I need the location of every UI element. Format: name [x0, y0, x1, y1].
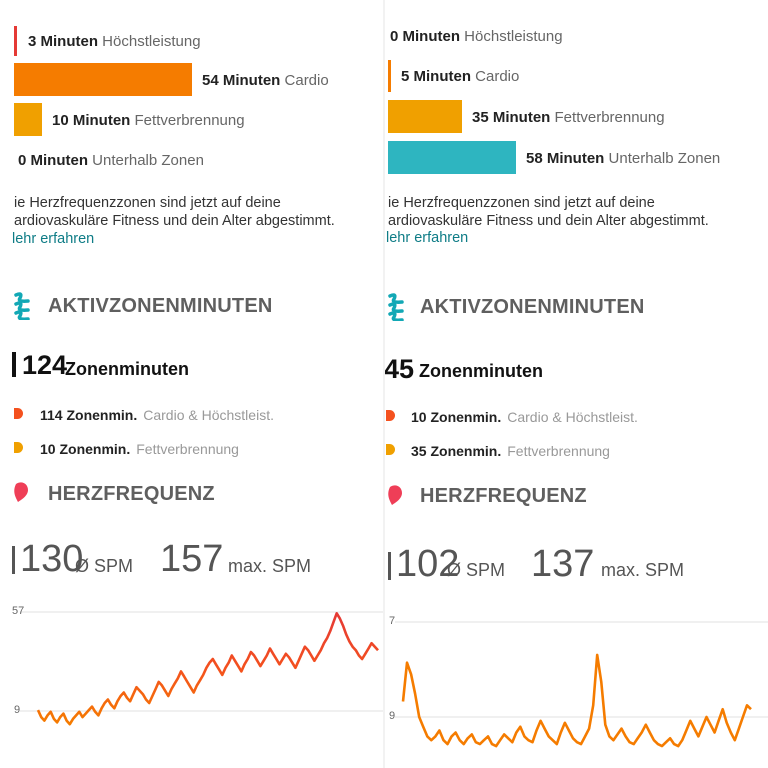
azm-total-label: Zonenminuten — [419, 361, 543, 381]
heart-rate-section-title: HERZFREQUENZ — [420, 485, 587, 507]
zones-note-line2: ardiovaskuläre Fitness und dein Alter ab… — [388, 213, 709, 229]
zones-note-line1: ie Herzfrequenzzonen sind jetzt auf dein… — [14, 195, 281, 211]
zone-row-cardio: 54 Minuten Cardio — [202, 72, 329, 89]
zone-row-peak: 0 Minuten Höchstleistung — [390, 28, 563, 45]
zone-value: 54 Minuten — [202, 72, 281, 89]
cardio-peak-dot-icon — [14, 408, 23, 419]
zone-bar-peak — [14, 26, 17, 56]
avg-cropped-digit — [12, 546, 15, 574]
zone-bar-fat-burn — [388, 100, 462, 133]
hr-avg-value: 130 — [20, 538, 84, 580]
azm-row-name: Cardio & Höchstleist. — [143, 407, 274, 423]
zone-name: Cardio — [475, 68, 520, 85]
cardio-peak-dot-icon — [386, 410, 395, 421]
azm-row-cardio: 114 Zonenmin. Cardio & Höchstleist. — [40, 407, 274, 423]
azm-row-value: 35 Zonenmin. — [411, 443, 502, 459]
hr-max-value: 157 — [160, 538, 224, 580]
learn-more-link[interactable]: lehr erfahren — [12, 231, 95, 247]
chart-tick-top: 57 — [12, 605, 25, 617]
zone-name: Unterhalb Zonen — [92, 152, 204, 169]
zone-row-fat-burn: 10 Minuten Fettverbrennung — [52, 112, 245, 129]
active-zone-minutes-icon — [14, 292, 30, 320]
azm-row-name: Fettverbrennung — [507, 443, 610, 459]
azm-row-fat-burn: 35 Zonenmin. Fettverbrennung — [411, 443, 610, 459]
zone-name: Fettverbrennung — [554, 109, 665, 126]
fat-burn-dot-icon — [386, 444, 395, 455]
chart-tick-bottom: 9 — [389, 710, 396, 722]
zone-name: Fettverbrennung — [134, 112, 245, 129]
zone-name: Unterhalb Zonen — [608, 150, 721, 167]
zone-bar-cardio — [14, 63, 192, 96]
hr-avg-value: 102 — [396, 543, 460, 585]
hr-max-unit: max. SPM — [601, 560, 685, 580]
zone-bar-cardio — [388, 60, 391, 92]
hr-max-value: 137 — [531, 543, 595, 585]
zone-row-peak: 3 Minuten Höchstleistung — [28, 33, 201, 50]
heart-rate-chart — [395, 621, 768, 748]
heart-icon — [388, 485, 402, 505]
azm-row-value: 10 Zonenmin. — [40, 441, 131, 457]
zone-name: Höchstleistung — [464, 28, 563, 45]
heart-rate-line — [36, 612, 379, 726]
zone-bar-below — [388, 141, 516, 174]
zone-row-below: 58 Minuten Unterhalb Zonen — [526, 150, 720, 167]
zone-value: 58 Minuten — [526, 150, 605, 167]
azm-total: 45 — [385, 354, 415, 384]
learn-more-link[interactable]: lehr erfahren — [386, 230, 469, 246]
azm-row-fat-burn: 10 Zonenmin. Fettverbrennung — [40, 441, 239, 457]
heart-rate-chart — [20, 611, 383, 726]
heart-rate-section-title: HERZFREQUENZ — [48, 483, 215, 505]
right-screenshot-panel: 0 Minuten Höchstleistung 5 Minuten Cardi… — [385, 0, 768, 768]
hr-avg-unit: Ø SPM — [447, 560, 506, 580]
hr-max-unit: max. SPM — [228, 556, 312, 576]
azm-row-name: Fettverbrennung — [136, 441, 239, 457]
azm-total-label: Zonenminuten — [65, 359, 189, 379]
chart-tick-bottom: 9 — [14, 704, 21, 716]
zone-row-below: 0 Minuten Unterhalb Zonen — [18, 152, 204, 169]
hr-avg-unit: Ø SPM — [75, 556, 134, 576]
azm-total: 124 — [22, 350, 68, 380]
zone-value: 5 Minuten — [401, 68, 471, 85]
azm-row-value: 114 Zonenmin. — [40, 407, 138, 423]
zones-note-line1: ie Herzfrequenzzonen sind jetzt auf dein… — [388, 195, 655, 211]
avg-cropped-digit — [388, 552, 391, 580]
active-zone-minutes-icon — [388, 293, 404, 321]
zone-bar-fat-burn — [14, 103, 42, 136]
left-screenshot-panel: 3 Minuten Höchstleistung 54 Minuten Card… — [0, 0, 383, 768]
zone-value: 0 Minuten — [18, 152, 88, 169]
zone-row-cardio: 5 Minuten Cardio — [401, 68, 519, 85]
chart-tick-top: 7 — [389, 615, 396, 627]
azm-section-title: AKTIVZONENMINUTEN — [48, 295, 273, 317]
zones-note-line2: ardiovaskuläre Fitness und dein Alter ab… — [14, 213, 335, 229]
fat-burn-dot-icon — [14, 442, 23, 453]
zone-row-fat-burn: 35 Minuten Fettverbrennung — [472, 109, 665, 126]
zone-value: 3 Minuten — [28, 33, 98, 50]
heart-icon — [14, 482, 28, 502]
zone-name: Cardio — [284, 72, 329, 89]
zone-name: Höchstleistung — [102, 33, 201, 50]
zone-value: 0 Minuten — [390, 28, 460, 45]
heart-rate-line — [401, 653, 752, 748]
azm-row-cardio: 10 Zonenmin. Cardio & Höchstleist. — [411, 409, 638, 425]
zone-value: 10 Minuten — [52, 112, 131, 129]
zone-value: 35 Minuten — [472, 109, 551, 126]
total-cropped-digit — [12, 352, 16, 377]
azm-section-title: AKTIVZONENMINUTEN — [420, 296, 645, 318]
azm-row-name: Cardio & Höchstleist. — [507, 409, 638, 425]
panel-divider — [383, 0, 385, 768]
azm-row-value: 10 Zonenmin. — [411, 409, 502, 425]
